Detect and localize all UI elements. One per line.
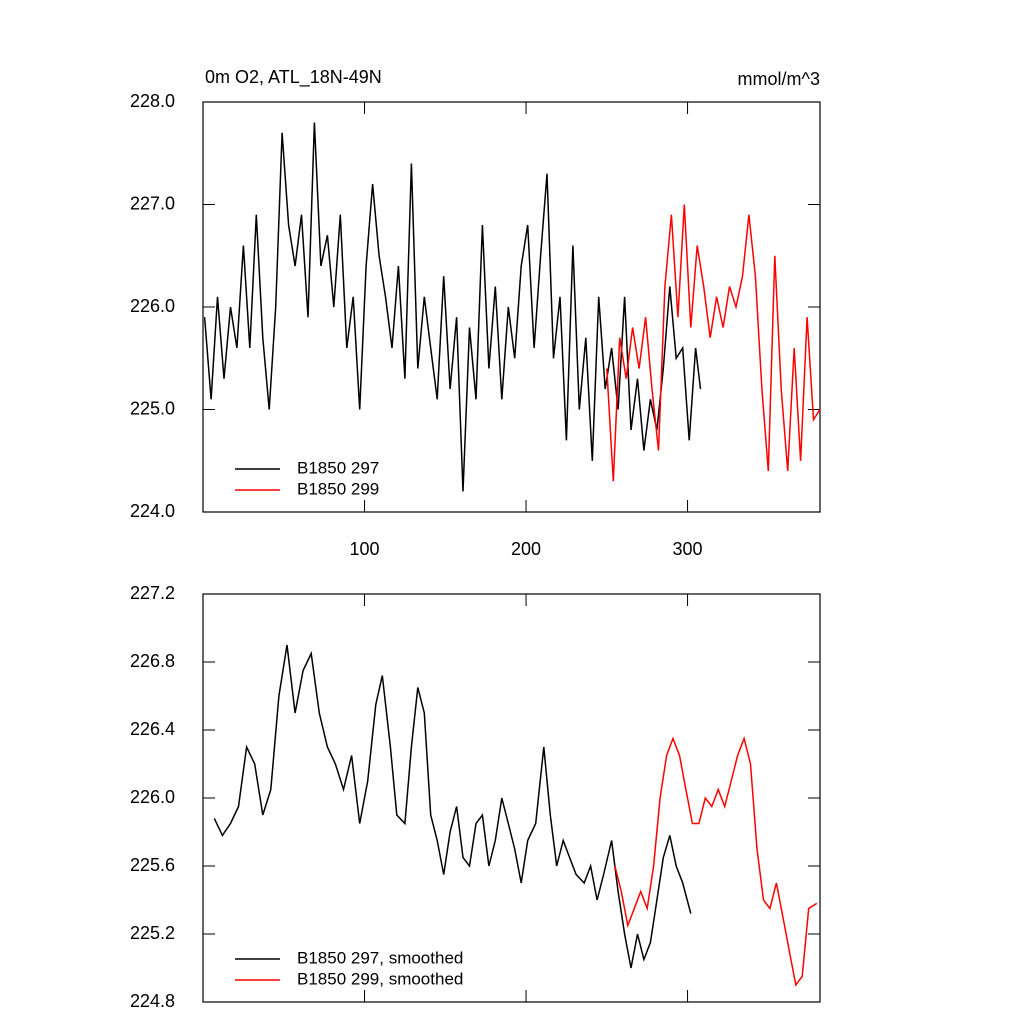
y-tick-label: 226.4 bbox=[130, 719, 175, 739]
x-tick-label: 100 bbox=[349, 539, 379, 559]
y-tick-label: 225.6 bbox=[130, 855, 175, 875]
legend-label: B1850 299, smoothed bbox=[297, 969, 463, 988]
data-line bbox=[213, 644, 692, 969]
data-line bbox=[203, 122, 702, 492]
x-tick-label: 300 bbox=[673, 539, 703, 559]
y-tick-label: 226.0 bbox=[130, 296, 175, 316]
y-tick-label: 227.2 bbox=[130, 583, 175, 603]
y-tick-label: 226.8 bbox=[130, 651, 175, 671]
y-tick-label: 224.0 bbox=[130, 501, 175, 521]
y-tick-label: 228.0 bbox=[130, 91, 175, 111]
plot-frame bbox=[202, 101, 821, 513]
chart-title: 0m O2, ATL_18N-49N bbox=[205, 67, 382, 88]
y-tick-label: 224.8 bbox=[130, 991, 175, 1011]
x-tick-label: 200 bbox=[511, 539, 541, 559]
legend-label: B1850 297, smoothed bbox=[297, 948, 463, 967]
units-label: mmol/m^3 bbox=[738, 69, 820, 89]
y-tick-label: 225.2 bbox=[130, 923, 175, 943]
y-tick-label: 227.0 bbox=[130, 193, 175, 213]
y-tick-label: 225.0 bbox=[130, 398, 175, 418]
legend-label: B1850 299 bbox=[297, 479, 379, 498]
data-line bbox=[606, 204, 821, 482]
y-tick-label: 226.0 bbox=[130, 787, 175, 807]
legend-label: B1850 297 bbox=[297, 458, 379, 477]
data-line bbox=[614, 736, 818, 987]
